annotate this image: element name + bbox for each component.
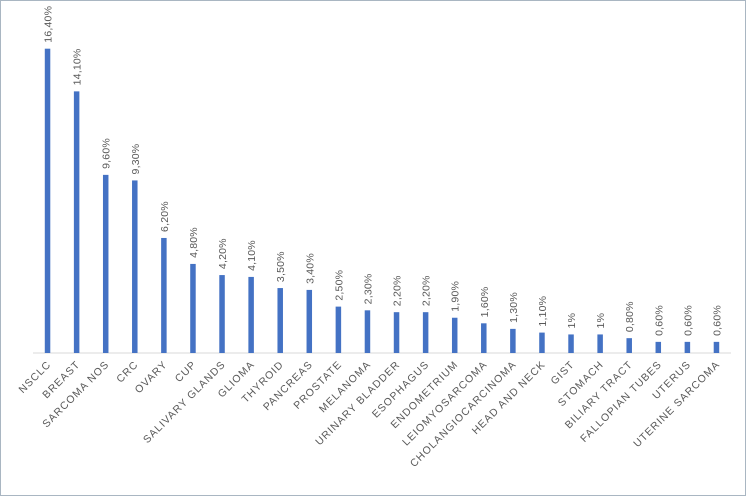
data-label: 6,20% — [159, 201, 171, 232]
bar — [132, 180, 138, 353]
bar — [393, 312, 400, 353]
data-label: 16,40% — [43, 6, 55, 43]
data-label: 0,80% — [624, 301, 636, 332]
data-label: 3,50% — [275, 251, 287, 282]
bar — [364, 310, 371, 353]
bar — [713, 341, 720, 353]
bar — [422, 312, 429, 353]
data-label: 2,20% — [392, 275, 404, 306]
data-label: 0,60% — [711, 305, 723, 336]
bars-group — [44, 48, 720, 354]
data-label: 1,90% — [450, 281, 462, 312]
bar — [102, 174, 109, 353]
bar — [277, 288, 283, 353]
bar — [568, 334, 574, 353]
data-label: 0,60% — [653, 305, 665, 336]
category-label: OVARY — [133, 359, 170, 396]
bar — [510, 328, 516, 353]
bar — [306, 289, 313, 353]
data-label: 2,30% — [362, 274, 374, 305]
data-label: 1% — [595, 313, 607, 329]
category-label: CRC — [114, 359, 141, 386]
bar — [73, 91, 80, 354]
bar — [539, 332, 545, 353]
bar — [190, 263, 196, 353]
bar — [219, 275, 225, 353]
bar — [626, 338, 632, 353]
data-label: 2,20% — [421, 275, 433, 306]
data-label: 1,30% — [508, 292, 520, 323]
data-label: 4,10% — [246, 240, 258, 271]
data-labels-group: 16,40% 14,10% 9,60% 9,30% 6,20% 4,80% 4,20% 4,1… — [43, 6, 724, 336]
bar — [684, 341, 691, 353]
bar — [481, 323, 487, 353]
bar — [451, 317, 458, 353]
data-label: 3,40% — [304, 253, 316, 284]
data-label: 1,60% — [479, 287, 491, 318]
bar — [161, 237, 167, 353]
data-label: 2,50% — [333, 270, 345, 301]
data-label: 1% — [566, 313, 578, 329]
bar — [597, 334, 603, 353]
bar — [248, 276, 254, 353]
category-label: CUP — [173, 359, 199, 385]
bar — [44, 48, 51, 353]
data-label: 14,10% — [72, 49, 84, 86]
data-label: 1,10% — [537, 296, 549, 327]
data-label: 4,80% — [188, 227, 200, 258]
data-label: 9,60% — [101, 138, 113, 169]
bar — [655, 341, 662, 353]
data-label: 4,20% — [217, 238, 229, 269]
data-label: 0,60% — [682, 305, 694, 336]
bar — [335, 306, 342, 353]
data-label: 9,30% — [130, 144, 142, 175]
